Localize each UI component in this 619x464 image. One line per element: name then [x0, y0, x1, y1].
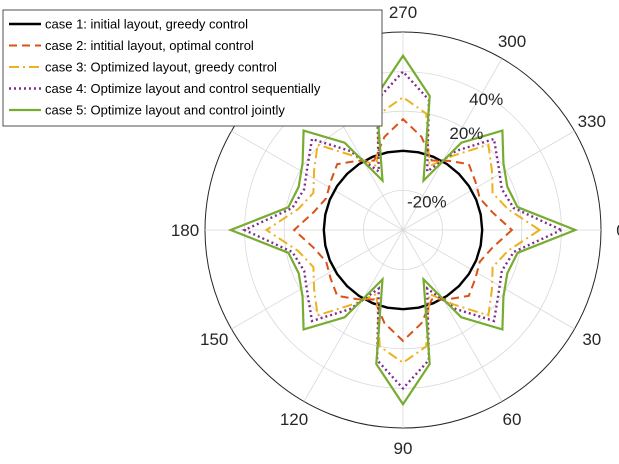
grid-spoke	[402, 229, 575, 330]
legend-box	[2, 9, 383, 127]
angle-tick-label: 90	[394, 439, 413, 458]
grid-spoke	[231, 229, 404, 330]
radial-tick-label: 40%	[469, 90, 503, 109]
angle-tick-label: 0	[616, 221, 619, 240]
label-layer: 0 30 60 90 120 150 180 270 300 330 -20% 20% 40%	[171, 3, 619, 458]
angle-tick-label: 120	[280, 410, 308, 429]
legend-entry-label: case 3: Optimized layout, greedy control	[45, 60, 277, 75]
angle-tick-label: 330	[578, 112, 606, 131]
radial-tick-label: 20%	[449, 124, 483, 143]
angle-tick-label: 30	[582, 330, 601, 349]
angle-tick-label: 150	[200, 330, 228, 349]
series-layer	[227, 53, 579, 407]
grid-spoke	[231, 130, 404, 231]
legend-entry-label: case 2: intitial layout, optimal control	[45, 38, 254, 53]
legend-entry-label: case 5: Optimize layout and control join…	[45, 103, 285, 118]
grid-spoke	[402, 58, 503, 231]
legend: case 1: initial layout, greedy control ca…	[2, 9, 383, 127]
angle-tick-label: 270	[389, 3, 417, 22]
angle-tick-label: 180	[171, 221, 199, 240]
legend-entry-label: case 1: initial layout, greedy control	[45, 17, 248, 32]
angle-tick-label: 300	[498, 32, 526, 51]
grid-spoke	[402, 130, 575, 231]
radial-tick-label: -20%	[407, 193, 447, 212]
series-line-case-5	[227, 53, 579, 407]
angle-tick-label: 60	[503, 410, 522, 429]
grid-spoke	[402, 229, 503, 402]
grid-spoke	[303, 229, 404, 402]
legend-entry-label: case 4: Optimize layout and control sequ…	[45, 81, 321, 96]
